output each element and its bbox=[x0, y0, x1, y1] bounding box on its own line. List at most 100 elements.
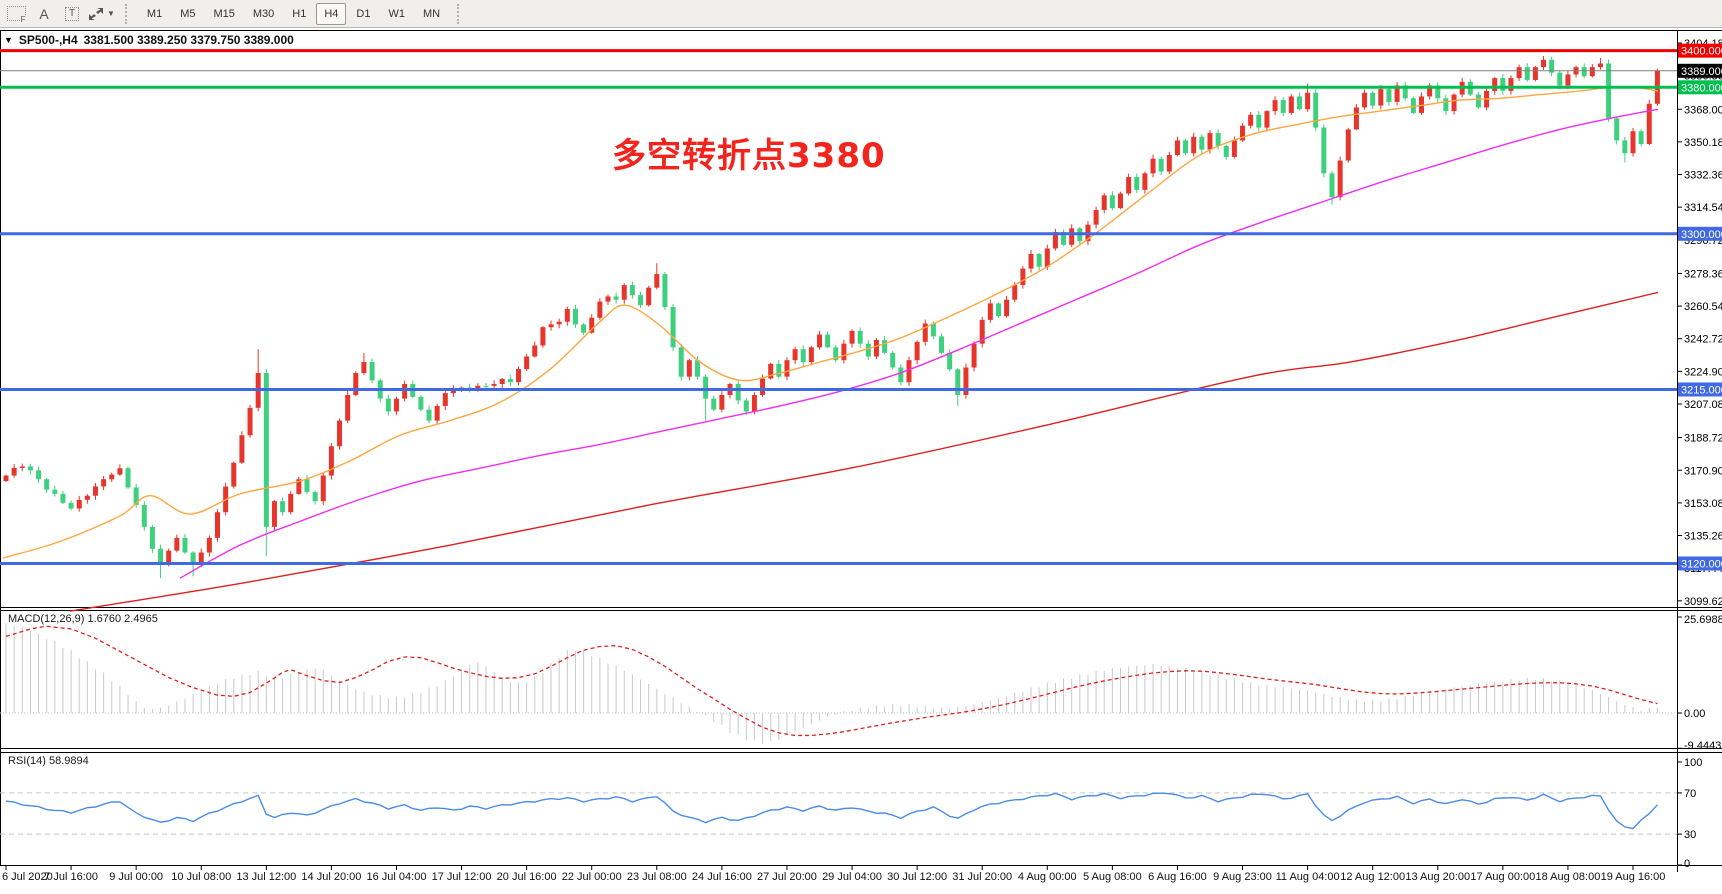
panel-borders bbox=[0, 30, 1722, 872]
time-tick-label: 7 Jul 16:00 bbox=[44, 871, 98, 883]
time-tick-label: 14 Jul 20:00 bbox=[301, 871, 361, 883]
timeframe-button-M15[interactable]: M15 bbox=[213, 7, 235, 20]
toolbar: F A T ▼ M1 M5 M15 M30 H1 H4 D1 W1 MN bbox=[0, 0, 1722, 28]
text-tool-button[interactable]: A bbox=[31, 2, 57, 26]
timeframe-button-D1[interactable]: D1 bbox=[356, 7, 371, 20]
price-tick-label: 3153.080 bbox=[1684, 498, 1722, 510]
rsi-scale-label: 100 bbox=[1684, 757, 1702, 769]
price-tick-label: 3368.000 bbox=[1684, 104, 1722, 116]
chart-canvas[interactable]: 3404.1803386.3603368.0003350.1803332.360… bbox=[0, 28, 1722, 894]
price-tag-3120 bbox=[1678, 556, 1722, 571]
timeframe-button-group: M1 M5 M15 M30 H1 H4 D1 W1 MN bbox=[138, 2, 449, 25]
price-tick-label: 3135.260 bbox=[1684, 531, 1722, 543]
price-tick-label: 3170.900 bbox=[1684, 465, 1722, 477]
text-label-tool-button[interactable]: T bbox=[59, 2, 85, 26]
price-tag-3215 bbox=[1678, 382, 1722, 397]
rsi-line bbox=[5, 792, 1658, 830]
symbol-dropdown-icon[interactable]: ▼ bbox=[4, 35, 13, 45]
chart-header: ▼ SP500-,H4 3381.500 3389.250 3379.750 3… bbox=[4, 33, 294, 47]
price-tick-label: 3188.720 bbox=[1684, 433, 1722, 445]
price-tag-3400 bbox=[1678, 43, 1722, 58]
price-tag-label: 3300.000 bbox=[1681, 229, 1722, 241]
time-tick-label: 30 Jul 12:00 bbox=[887, 871, 947, 883]
timeframe-button-MN[interactable]: MN bbox=[422, 7, 441, 20]
price-tick-label: 3099.620 bbox=[1684, 596, 1722, 608]
toolbar-grip-2[interactable] bbox=[457, 3, 464, 24]
time-tick-label: 6 Jul 2020 bbox=[2, 871, 53, 883]
indicator-scales: 25.6988 0.00 -9.4443 100 70 30 0 bbox=[1677, 614, 1722, 870]
horizontal-levels[interactable] bbox=[0, 49, 1677, 565]
price-tags: 3400.000 3389.000 3380.000 3300.000 3215.000… bbox=[1678, 43, 1722, 571]
time-tick-label: 19 Aug 16:00 bbox=[1601, 871, 1666, 883]
price-tag-label: 3215.000 bbox=[1681, 384, 1722, 396]
price-tag-3300 bbox=[1678, 226, 1722, 241]
time-tick-label: 4 Aug 00:00 bbox=[1018, 871, 1077, 883]
price-tag-label: 3120.000 bbox=[1681, 558, 1722, 570]
timeframe-button-M30[interactable]: M30 bbox=[252, 7, 275, 20]
time-tick-label: 9 Jul 00:00 bbox=[109, 871, 163, 883]
price-tag-3389 bbox=[1678, 63, 1722, 78]
time-tick-label: 18 Aug 08:00 bbox=[1535, 871, 1600, 883]
timeframe-button-H1[interactable]: H1 bbox=[292, 7, 307, 20]
price-tick-label: 3314.540 bbox=[1684, 202, 1722, 214]
text-a-icon: A bbox=[39, 5, 49, 22]
text-label-icon: T bbox=[64, 6, 80, 21]
time-tick-label: 27 Jul 20:00 bbox=[757, 871, 817, 883]
price-tick-label: 3278.360 bbox=[1684, 268, 1722, 280]
macd-indicator-label: MACD(12,26,9) 1.6760 2.4965 bbox=[8, 613, 158, 625]
macd-scale-label: -9.4443 bbox=[1684, 740, 1721, 752]
macd-scale-label: 0.00 bbox=[1684, 708, 1705, 720]
rsi-panel bbox=[0, 792, 1677, 835]
time-tick-label: 11 Aug 04:00 bbox=[1276, 871, 1340, 883]
candles-layer bbox=[3, 56, 1660, 579]
time-tick-label: 5 Aug 08:00 bbox=[1083, 871, 1142, 883]
rsi-scale-label: 0 bbox=[1684, 858, 1690, 870]
time-tick-label: 22 Jul 00:00 bbox=[562, 871, 622, 883]
moving-averages-layer bbox=[2, 86, 1659, 612]
chart-area[interactable]: 3404.1803386.3603368.0003350.1803332.360… bbox=[0, 28, 1722, 894]
time-tick-label: 9 Aug 23:00 bbox=[1213, 871, 1272, 883]
price-scale: 3404.1803386.3603368.0003350.1803332.360… bbox=[1677, 38, 1722, 608]
macd-panel bbox=[0, 623, 1677, 744]
price-tick-label: 3350.180 bbox=[1684, 137, 1722, 149]
time-tick-label: 16 Jul 04:00 bbox=[367, 871, 427, 883]
ohlc-values: 3381.500 3389.250 3379.750 3389.000 bbox=[83, 33, 294, 47]
time-tick-label: 24 Jul 16:00 bbox=[692, 871, 752, 883]
price-tag-label: 3389.000 bbox=[1681, 66, 1722, 78]
rectangle-f-tool-button[interactable]: F bbox=[3, 2, 29, 26]
chinese-annotation: 多空转折点3380 bbox=[612, 136, 886, 176]
rsi-indicator-label: RSI(14) 58.9894 bbox=[8, 755, 89, 767]
price-tick-label: 3207.080 bbox=[1684, 399, 1722, 411]
price-tick-label: 3332.360 bbox=[1684, 170, 1722, 182]
time-tick-label: 17 Aug 00:00 bbox=[1470, 871, 1535, 883]
toolbar-grip[interactable] bbox=[124, 3, 132, 24]
time-tick-label: 31 Jul 20:00 bbox=[952, 871, 1012, 883]
time-tick-label: 17 Jul 12:00 bbox=[432, 871, 492, 883]
time-tick-label: 20 Jul 16:00 bbox=[497, 871, 557, 883]
macd-scale-label: 25.6988 bbox=[1684, 614, 1722, 626]
price-tick-label: 3224.900 bbox=[1684, 366, 1722, 378]
timeframe-button-H4[interactable]: H4 bbox=[316, 2, 347, 25]
symbol-period-label: SP500-,H4 bbox=[18, 33, 78, 47]
time-tick-label: 13 Jul 12:00 bbox=[236, 871, 296, 883]
mid-ma-magenta-line bbox=[179, 108, 1659, 579]
price-tick-label: 3260.540 bbox=[1684, 301, 1722, 313]
price-tag-label: 3400.000 bbox=[1681, 46, 1722, 58]
arrows-tool-button[interactable]: ▼ bbox=[87, 2, 116, 26]
price-tick-label: 3242.720 bbox=[1684, 334, 1722, 346]
time-tick-label: 12 Aug 12:00 bbox=[1340, 871, 1405, 883]
time-tick-label: 6 Aug 16:00 bbox=[1148, 871, 1207, 883]
price-tag-label: 3380.000 bbox=[1681, 82, 1722, 94]
rsi-scale-label: 70 bbox=[1684, 788, 1696, 800]
timeframe-button-M5[interactable]: M5 bbox=[180, 7, 196, 20]
time-tick-label: 13 Aug 20:00 bbox=[1405, 871, 1470, 883]
slow-ma-red-line bbox=[69, 291, 1659, 612]
timeframe-button-W1[interactable]: W1 bbox=[388, 7, 405, 20]
time-tick-label: 29 Jul 04:00 bbox=[822, 871, 882, 883]
timeframe-button-M1[interactable]: M1 bbox=[146, 7, 163, 20]
time-tick-label: 10 Jul 08:00 bbox=[171, 871, 231, 883]
macd-signal-line bbox=[5, 625, 1658, 737]
rsi-scale-label: 30 bbox=[1684, 829, 1696, 841]
chevron-down-icon[interactable]: ▼ bbox=[107, 9, 115, 18]
fast-ma-orange-line bbox=[2, 86, 1659, 559]
